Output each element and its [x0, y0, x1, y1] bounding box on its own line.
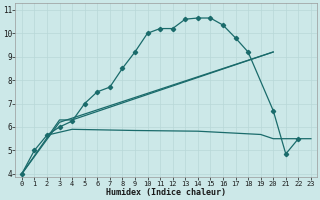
- X-axis label: Humidex (Indice chaleur): Humidex (Indice chaleur): [106, 188, 226, 197]
